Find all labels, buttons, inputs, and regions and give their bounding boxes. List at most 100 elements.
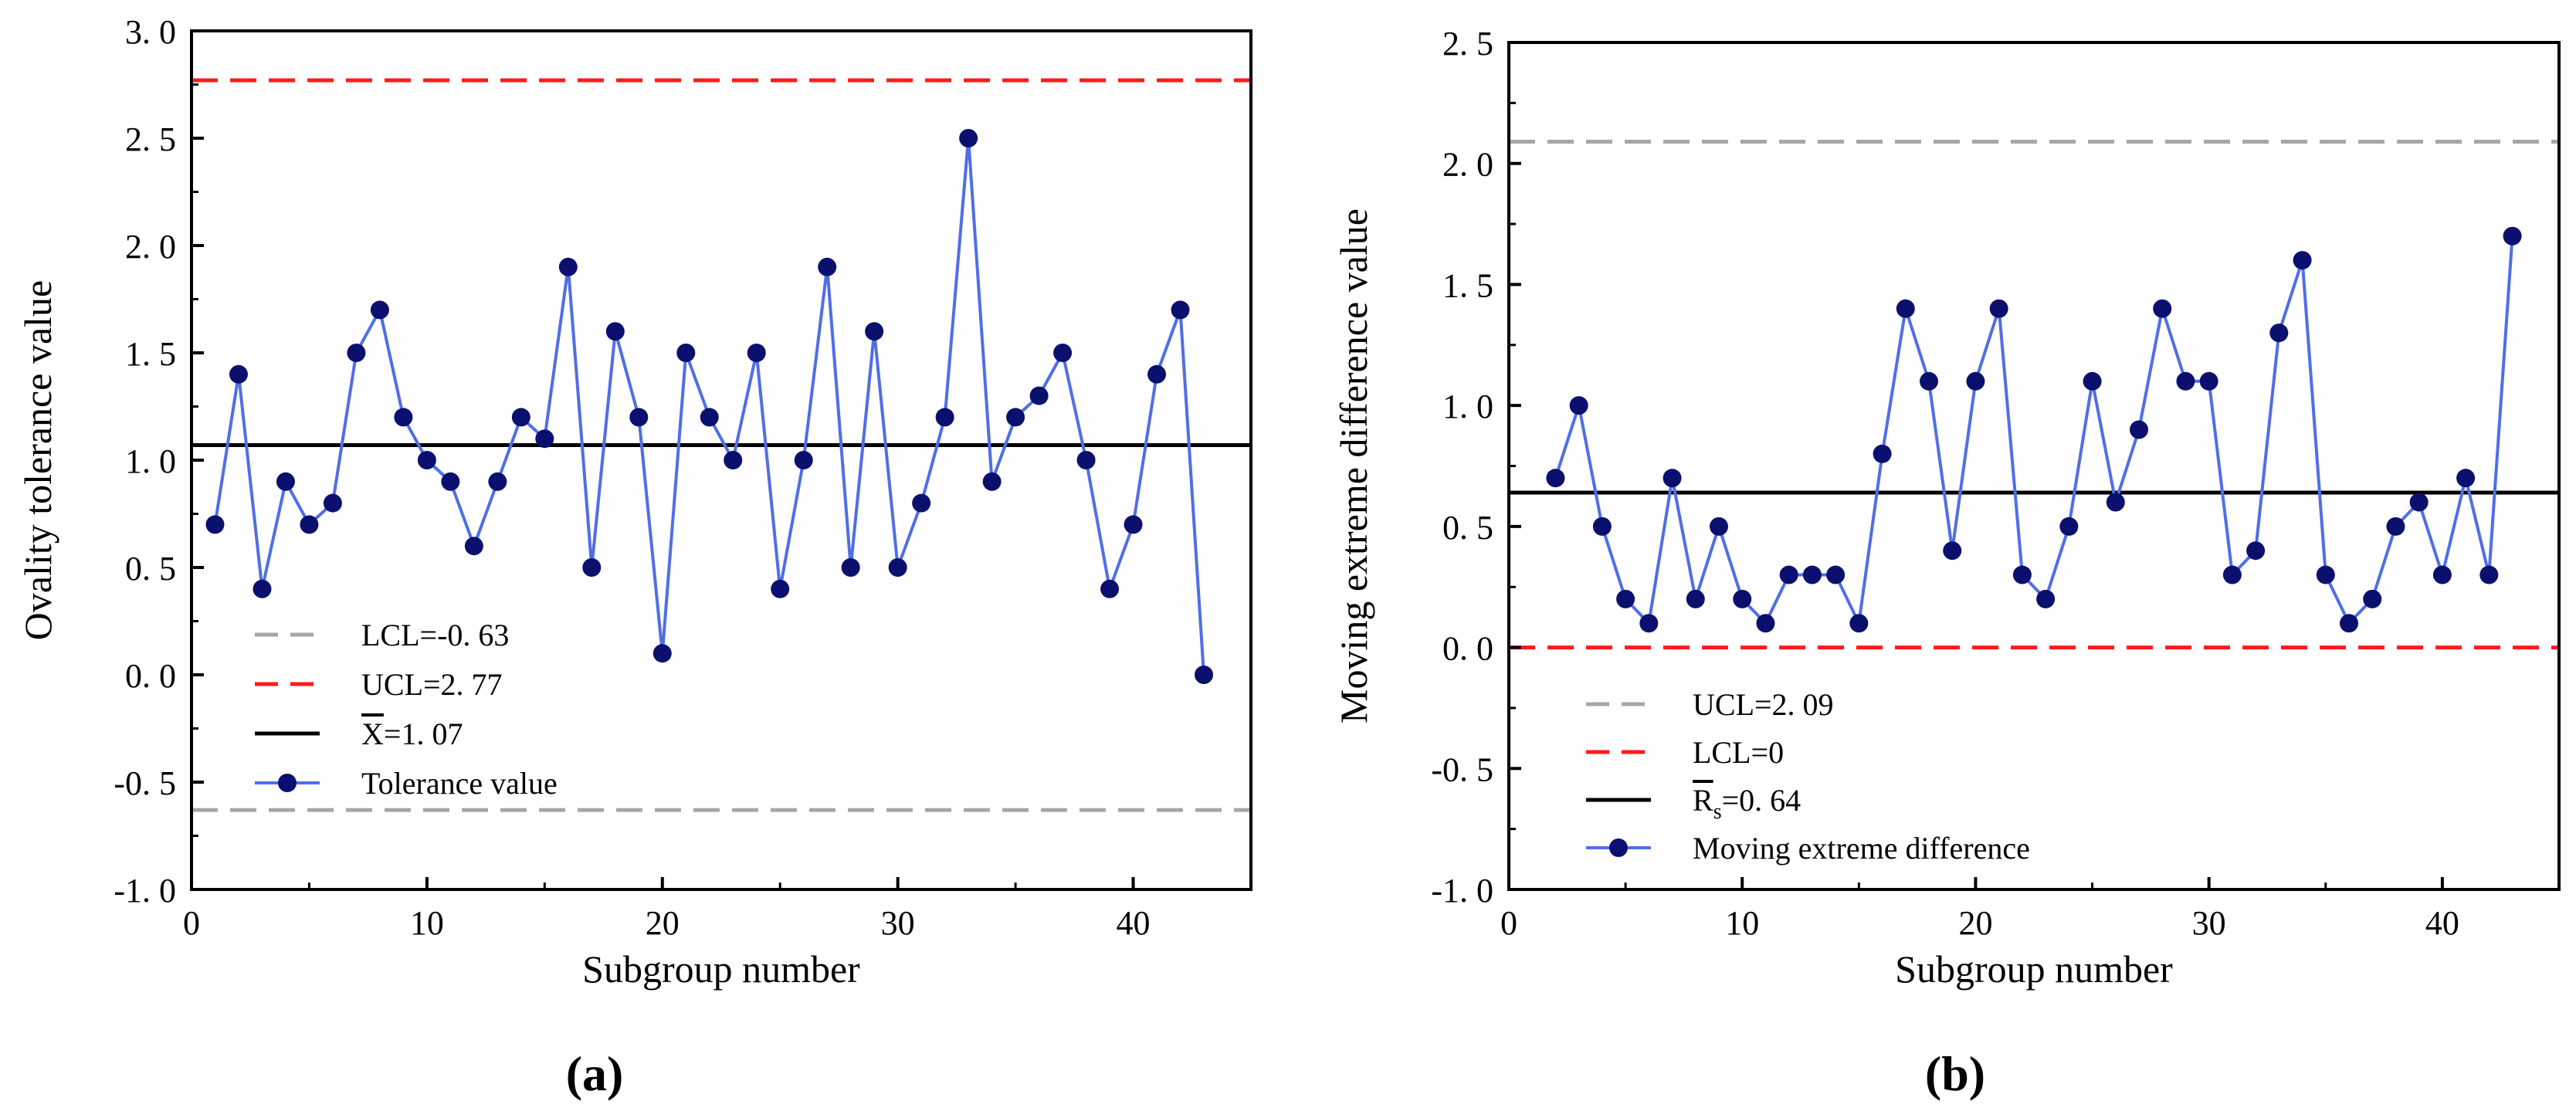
x-tick-label: 40	[1117, 904, 1151, 942]
data-point	[1546, 469, 1565, 488]
data-point	[888, 558, 907, 577]
y-tick-label: 0. 0	[1442, 630, 1493, 668]
data-point	[2456, 469, 2476, 488]
data-point	[464, 537, 483, 556]
legend-label: Tolerance value	[361, 766, 558, 801]
data-point	[1710, 517, 1728, 536]
data-point	[2176, 371, 2195, 391]
legend-symbol: X	[361, 717, 384, 751]
data-point	[1639, 614, 1659, 633]
x-tick-label: 0	[183, 904, 200, 942]
x-tick-label: 30	[2192, 904, 2226, 942]
y-tick-label: 0. 0	[125, 657, 176, 695]
data-point	[1849, 614, 1869, 633]
legend-label: UCL=2. 09	[1693, 687, 1834, 722]
data-point	[1569, 396, 1588, 415]
data-point	[1943, 541, 1962, 561]
data-point	[841, 558, 860, 577]
data-point	[1076, 451, 1096, 469]
legend: UCL=2. 09 LCL=0 Rs=0. 64 Moving extreme dif…	[1586, 687, 2030, 866]
x-tick-label: 20	[646, 904, 680, 942]
data-point	[276, 472, 295, 491]
y-tick-label: -1. 0	[114, 872, 176, 910]
y-tick-label: 1. 5	[125, 335, 176, 373]
data-point	[818, 257, 837, 276]
data-point	[1989, 299, 2008, 318]
data-point	[2106, 493, 2125, 512]
legend-label: X=1. 07	[361, 717, 463, 751]
data-point	[771, 579, 790, 598]
data-point	[1756, 614, 1775, 633]
data-point	[582, 558, 602, 577]
x-tick-label: 0	[1500, 904, 1517, 942]
data-point	[865, 322, 884, 341]
data-point	[1053, 344, 1073, 362]
y-tick-label: 3. 0	[125, 13, 176, 51]
data-point	[1779, 565, 1798, 584]
data-point	[229, 364, 248, 384]
data-point	[2199, 371, 2218, 391]
data-point	[417, 451, 436, 469]
data-point	[511, 408, 530, 427]
data-point	[935, 408, 954, 427]
data-point	[1147, 364, 1167, 384]
data-point	[253, 579, 272, 598]
data-point	[488, 472, 507, 491]
y-tick-label: 1. 0	[125, 442, 176, 480]
data-point	[2269, 324, 2289, 343]
data-point	[1966, 371, 1985, 391]
data-point	[2363, 589, 2382, 608]
y-tick-label: 1. 0	[1442, 388, 1493, 425]
legend-value: =1. 07	[384, 717, 463, 751]
data-point	[1802, 565, 1822, 584]
chart-panel-b: -1. 0 -0. 5 0. 0 0. 5 1. 0 1. 5 2. 0 2. 5 0 10 20 3…	[1332, 25, 2561, 1101]
data-point	[747, 344, 766, 362]
series-line	[213, 137, 1205, 676]
y-tick-label: 2. 0	[125, 228, 176, 266]
plot-frame	[1507, 41, 2561, 891]
data-point	[2059, 517, 2079, 536]
data-point	[535, 429, 554, 449]
data-point	[2222, 565, 2242, 584]
y-tick-label: -0. 5	[1431, 750, 1493, 788]
data-point	[2083, 371, 2102, 391]
y-tick-label: 0. 5	[1442, 509, 1493, 547]
x-axis-title: Subgroup number	[582, 947, 860, 991]
data-point	[1663, 469, 1682, 488]
data-point	[1195, 666, 1214, 684]
x-tick-label: 20	[1958, 904, 1992, 942]
data-point	[1029, 386, 1049, 405]
legend-label: UCL=2. 77	[361, 667, 503, 702]
data-point	[370, 300, 389, 320]
panel-label: (a)	[566, 1046, 624, 1101]
data-point	[724, 451, 743, 469]
series-line	[1554, 235, 2514, 629]
y-axis-title: Ovality tolerance value	[16, 280, 59, 640]
data-point	[1920, 371, 1938, 391]
data-point	[794, 451, 813, 469]
data-point	[2432, 565, 2452, 584]
data-point	[2503, 226, 2522, 246]
data-point	[2340, 614, 2358, 633]
data-point	[2293, 251, 2312, 270]
x-tick-label: 30	[881, 904, 915, 942]
data-point	[1733, 589, 1752, 608]
data-point	[394, 408, 413, 427]
data-point	[441, 472, 460, 491]
legend-series-marker	[1609, 839, 1628, 857]
y-tick-label: 0. 5	[125, 550, 176, 588]
data-point	[1592, 517, 1612, 536]
data-point	[676, 344, 696, 362]
data-point	[2036, 589, 2056, 608]
data-point	[1124, 515, 1143, 534]
data-point	[1873, 444, 1892, 463]
data-point	[2479, 565, 2499, 584]
data-point	[347, 344, 366, 362]
data-point	[2246, 541, 2266, 561]
data-point	[700, 408, 719, 427]
legend-label: Moving extreme difference	[1693, 831, 2030, 866]
legend-subscript: s	[1713, 800, 1722, 824]
y-tick-label: 1. 5	[1442, 266, 1493, 304]
